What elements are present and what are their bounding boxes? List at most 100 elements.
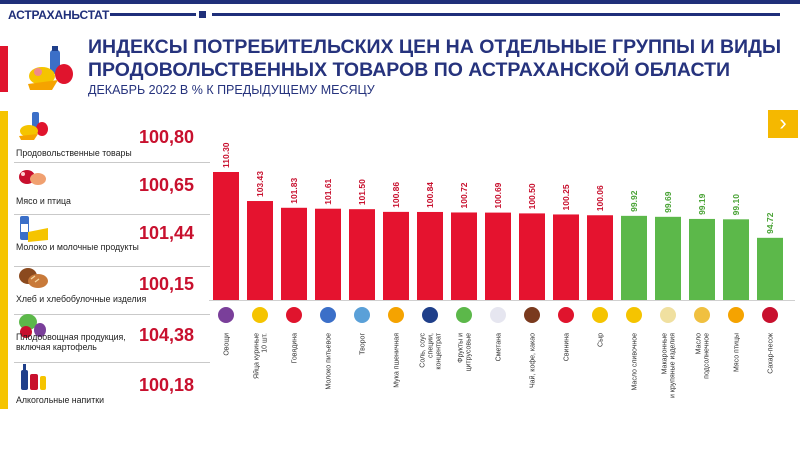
- bar-value-label: 99.10: [731, 194, 741, 216]
- sidebar-accent-bar: [0, 111, 8, 409]
- page-title: ИНДЕКСЫ ПОТРЕБИТЕЛЬСКИХ ЦЕН НА ОТДЕЛЬНЫЕ…: [88, 36, 788, 82]
- bar-value-label: 100.69: [493, 182, 503, 208]
- bar-value-label: 100.25: [561, 184, 571, 210]
- product-icon: [592, 307, 608, 323]
- category-label: Молоко питьевое: [326, 333, 333, 390]
- grocery-logo-icon: [28, 46, 73, 90]
- product-icon: [660, 307, 676, 323]
- divider: [14, 162, 210, 163]
- product-icon: [218, 307, 234, 323]
- title-line-1: ИНДЕКСЫ ПОТРЕБИТЕЛЬСКИХ ЦЕН НА ОТДЕЛЬНЫЕ…: [88, 36, 782, 58]
- divider: [14, 314, 210, 315]
- group-meat: 100,65 Мясо и птица: [14, 162, 210, 215]
- bar-value-label: 100.50: [527, 183, 537, 209]
- bar-value-label: 99.69: [663, 191, 673, 213]
- bar: [485, 212, 511, 300]
- bar: [349, 209, 375, 300]
- group-value: 104,38: [138, 325, 194, 345]
- bottles-icon: [21, 364, 46, 390]
- product-icon: [320, 307, 336, 323]
- category-label: Яйца куриные10 шт.: [253, 333, 269, 379]
- bar: [757, 237, 783, 300]
- bar: [655, 216, 681, 300]
- group-label-line-2: включая картофель: [16, 342, 97, 352]
- vegetables-icon: [19, 314, 46, 338]
- product-icon: [354, 307, 370, 323]
- bar-value-label: 99.19: [697, 193, 707, 215]
- divider: [14, 214, 210, 215]
- group-value: 100,65: [138, 175, 194, 195]
- group-label: Мясо и птица: [16, 196, 71, 206]
- brand-name: АСТРАХАНЬСТАТ: [8, 8, 110, 22]
- bar: [383, 211, 409, 300]
- bar: [553, 214, 579, 300]
- category-label: Фрукты ицитрусовые: [458, 333, 473, 372]
- top-rule: [0, 0, 800, 4]
- bread-icon: [19, 268, 48, 288]
- category-label: Сметана: [496, 333, 503, 361]
- bar: [213, 172, 239, 300]
- product-icon: [388, 307, 404, 323]
- category-label: Овощи: [224, 333, 231, 356]
- product-icon: [456, 307, 472, 323]
- group-label-line-1: Плодоовощная продукция,: [16, 332, 126, 342]
- group-label: Плодоовощная продукция, включая картофел…: [16, 332, 126, 352]
- group-alcohol: 100,18 Алкогольные напитки: [14, 362, 204, 414]
- category-label: Чай, кофе, какао: [529, 333, 537, 388]
- product-icon: [524, 307, 540, 323]
- milk-icon: [20, 216, 48, 242]
- header-rule-long: [212, 13, 780, 16]
- category-label: Масло сливочное: [632, 333, 639, 391]
- category-label: Сахар-песок: [768, 332, 775, 374]
- bar-value-label: 103.43: [255, 171, 265, 197]
- meat-icon: [19, 170, 46, 185]
- next-slide-button[interactable]: ›: [768, 110, 798, 138]
- bar-value-label: 101.50: [357, 179, 367, 205]
- divider: [14, 266, 210, 267]
- bar: [281, 207, 307, 300]
- bar-value-label: 100.06: [595, 185, 605, 211]
- divider: [14, 362, 210, 363]
- food-icon: [19, 112, 48, 140]
- group-bread: 100,15 Хлеб и хлебобулочные изделия: [14, 262, 210, 315]
- chevron-right-icon: ›: [779, 110, 787, 135]
- category-label: Соль, соусспеции,концентрат: [420, 332, 443, 369]
- bar: [417, 211, 443, 300]
- bar: [587, 215, 613, 300]
- group-food: 100,80 Продовольственные товары: [14, 110, 210, 163]
- price-index-chart: 110.30 Овощи 103.43 Яйца куриные10 шт. 101.8…: [209, 142, 795, 398]
- bar-value-label: 110.30: [221, 142, 231, 168]
- bar: [689, 218, 715, 300]
- group-vegetables: 104,38 Плодоовощная продукция, включая к…: [14, 310, 210, 363]
- group-label: Хлеб и хлебобулочные изделия: [16, 294, 147, 304]
- category-label: Мясо птицы: [734, 333, 741, 372]
- title-accent-bar: [0, 46, 8, 92]
- product-icon: [558, 307, 574, 323]
- bar-value-label: 100.86: [391, 182, 401, 208]
- product-icon: [286, 307, 302, 323]
- group-value: 101,44: [138, 223, 194, 243]
- category-label: Свинина: [564, 333, 571, 361]
- bar-value-label: 99.92: [629, 190, 639, 212]
- group-label: Продовольственные товары: [16, 148, 132, 158]
- category-label: Маслоподсолнечное: [696, 333, 711, 379]
- bar: [621, 215, 647, 300]
- bar-value-label: 94.72: [765, 212, 775, 234]
- category-label: Творог: [360, 333, 367, 355]
- product-icon: [490, 307, 506, 323]
- category-label: Сыр: [598, 333, 605, 347]
- bar: [247, 201, 273, 300]
- group-value: 100,15: [138, 274, 194, 294]
- bar-value-label: 101.83: [289, 178, 299, 204]
- bar-value-label: 100.84: [425, 182, 435, 208]
- group-label: Молоко и молочные продукты: [16, 242, 139, 252]
- group-milk: 101,44 Молоко и молочные продукты: [14, 214, 210, 267]
- bar-value-label: 101.61: [323, 178, 333, 204]
- product-icon: [422, 307, 438, 323]
- category-label: Макаронныеи крупяные изделия: [662, 333, 677, 398]
- category-label: Говядина: [292, 333, 299, 364]
- bar: [315, 208, 341, 300]
- category-label: Мука пшеничная: [394, 333, 401, 388]
- group-label: Алкогольные напитки: [16, 395, 105, 405]
- header-rule-short: [110, 13, 196, 16]
